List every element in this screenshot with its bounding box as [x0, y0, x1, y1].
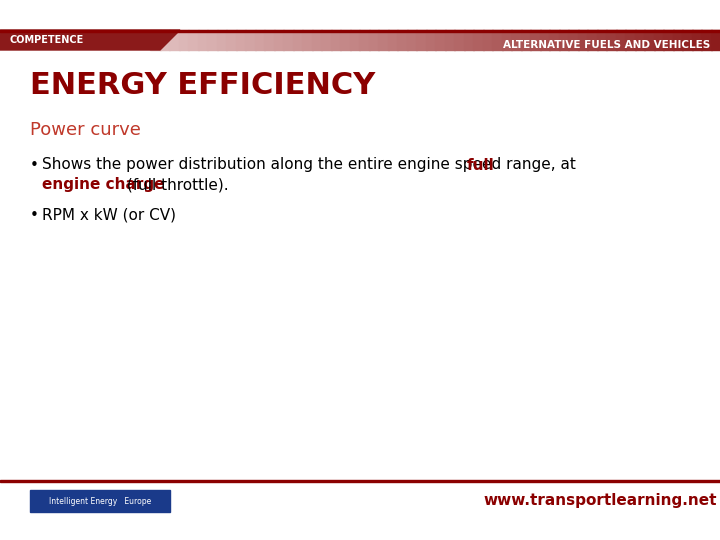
Bar	[663, 30, 673, 50]
Bar	[0, 0, 720, 30]
Bar	[0, 480, 720, 482]
Text: www.transportlearning.net: www.transportlearning.net	[483, 494, 716, 509]
Bar	[378, 30, 389, 50]
Bar	[407, 30, 417, 50]
Bar	[283, 30, 294, 50]
Bar	[587, 30, 598, 50]
Bar	[197, 30, 208, 50]
Bar	[387, 30, 398, 50]
Bar	[226, 30, 236, 50]
Bar	[511, 30, 521, 50]
Bar	[207, 30, 217, 50]
Bar	[302, 30, 312, 50]
Bar	[321, 30, 331, 50]
Bar	[0, 30, 720, 32]
Bar	[292, 30, 303, 50]
Bar	[606, 30, 616, 50]
Bar	[672, 30, 683, 50]
Bar	[654, 30, 664, 50]
Text: ENERGY EFFICIENCY: ENERGY EFFICIENCY	[30, 71, 375, 99]
Bar	[397, 30, 408, 50]
Bar	[464, 30, 474, 50]
Bar	[435, 30, 446, 50]
Bar	[634, 30, 645, 50]
Bar	[217, 30, 227, 50]
Bar	[644, 30, 654, 50]
Bar	[577, 30, 588, 50]
Bar	[349, 30, 360, 50]
Bar	[179, 30, 189, 50]
Bar	[426, 30, 436, 50]
Bar	[264, 30, 274, 50]
Bar	[340, 30, 351, 50]
Text: COMPETENCE: COMPETENCE	[10, 35, 84, 45]
Bar	[150, 30, 161, 50]
Bar	[359, 30, 369, 50]
Bar	[454, 30, 464, 50]
Bar	[254, 30, 265, 50]
Bar	[330, 30, 341, 50]
Bar	[625, 30, 636, 50]
Bar	[473, 30, 484, 50]
Polygon shape	[0, 30, 180, 50]
Bar	[521, 30, 531, 50]
Bar	[444, 30, 455, 50]
Text: Power curve: Power curve	[30, 121, 141, 139]
Bar	[369, 30, 379, 50]
Bar	[502, 30, 512, 50]
Bar	[568, 30, 578, 50]
Text: •: •	[30, 207, 39, 222]
Bar	[539, 30, 550, 50]
Text: (full throttle).: (full throttle).	[122, 178, 228, 192]
Text: full: full	[467, 158, 494, 172]
FancyBboxPatch shape	[30, 490, 170, 512]
Bar	[559, 30, 569, 50]
Bar	[492, 30, 503, 50]
Bar	[482, 30, 493, 50]
Bar	[682, 30, 693, 50]
Bar	[274, 30, 284, 50]
Text: Intelligent Energy   Europe: Intelligent Energy Europe	[49, 496, 151, 505]
Bar	[169, 30, 179, 50]
Text: •: •	[30, 158, 39, 172]
Text: RPM x kW (or CV): RPM x kW (or CV)	[42, 207, 176, 222]
Bar	[711, 30, 720, 50]
Bar	[235, 30, 246, 50]
Bar	[312, 30, 322, 50]
Text: ALTERNATIVE FUELS AND VEHICLES: ALTERNATIVE FUELS AND VEHICLES	[503, 40, 710, 50]
Text: engine charge: engine charge	[42, 178, 164, 192]
Bar	[416, 30, 426, 50]
Bar	[530, 30, 541, 50]
Bar	[691, 30, 702, 50]
Bar	[701, 30, 711, 50]
Bar	[160, 30, 170, 50]
Bar	[596, 30, 607, 50]
Text: supported by:: supported by:	[71, 494, 129, 503]
Bar	[549, 30, 559, 50]
Bar	[245, 30, 256, 50]
Bar	[188, 30, 199, 50]
Bar	[616, 30, 626, 50]
Text: Shows the power distribution along the entire engine speed range, at: Shows the power distribution along the e…	[42, 158, 581, 172]
